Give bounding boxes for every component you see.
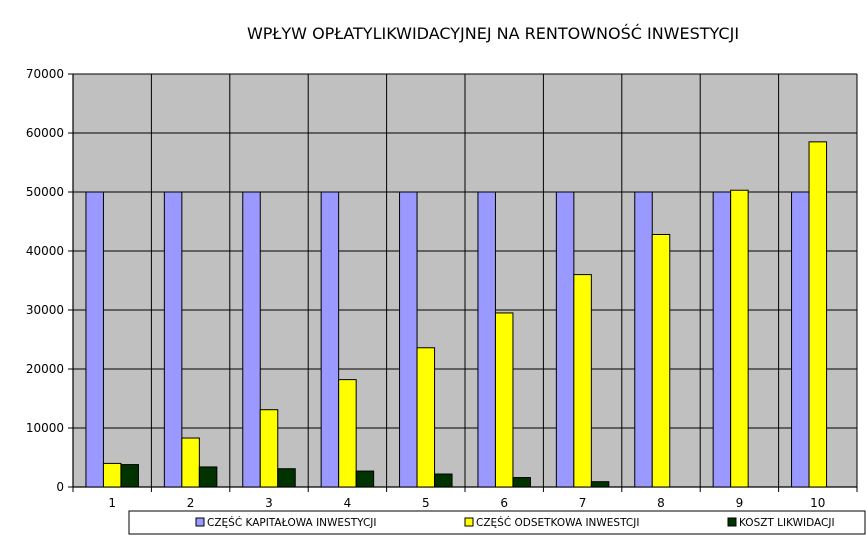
y-tick-label: 0 xyxy=(56,480,64,494)
legend-swatch xyxy=(195,517,205,527)
bar-3-6 xyxy=(512,477,531,488)
bars xyxy=(85,141,828,488)
x-tick-label: 2 xyxy=(187,496,195,510)
bar-1-7 xyxy=(555,191,575,488)
bar-1-8 xyxy=(634,191,653,488)
x-tick-label: 3 xyxy=(265,496,273,510)
bar-1-1 xyxy=(85,191,104,488)
bar-2-6 xyxy=(494,312,514,488)
legend-label: KOSZT LIKWIDACJI xyxy=(739,517,835,529)
legend-label: CZĘŚĆ KAPITAŁOWA INWESTYCJI xyxy=(207,516,377,529)
bar-1-6 xyxy=(477,191,496,488)
bar-3-2 xyxy=(198,466,218,488)
legend-swatch xyxy=(727,517,737,527)
bar-2-3 xyxy=(259,409,279,488)
y-tick-label: 30000 xyxy=(26,303,64,317)
y-tick-label: 40000 xyxy=(26,244,64,258)
bar-3-1 xyxy=(120,464,139,488)
bar-2-8 xyxy=(651,233,671,488)
bar-3-3 xyxy=(277,468,296,488)
y-tick-label: 20000 xyxy=(26,362,64,376)
bar-1-5 xyxy=(399,191,418,488)
x-tick-label: 10 xyxy=(810,496,825,510)
chart-title: WPŁYW OPŁATYLIKWIDACYJNEJ NA RENTOWNOŚĆ … xyxy=(247,24,739,43)
x-tick-label: 5 xyxy=(422,496,430,510)
bar-1-2 xyxy=(163,191,183,488)
x-tick-label: 1 xyxy=(108,496,116,510)
y-tick-label: 50000 xyxy=(26,185,64,199)
bar-1-4 xyxy=(320,191,340,488)
bar-2-2 xyxy=(181,437,200,488)
bar-1-10 xyxy=(791,191,810,488)
bar-1-3 xyxy=(242,191,261,488)
bar-2-9 xyxy=(730,189,749,488)
y-tick-label: 70000 xyxy=(26,67,64,81)
x-tick-label: 7 xyxy=(579,496,587,510)
y-tick-label: 10000 xyxy=(26,421,64,435)
y-tick-label: 60000 xyxy=(26,126,64,140)
bar-2-5 xyxy=(416,347,436,488)
x-tick-label: 4 xyxy=(344,496,352,510)
x-tick-label: 9 xyxy=(736,496,744,510)
legend-label: CZĘŚĆ ODSETKOWA INWESTCJI xyxy=(476,516,639,529)
legend-box xyxy=(128,510,866,535)
bar-3-4 xyxy=(355,470,375,488)
bar-3-7 xyxy=(590,481,610,488)
bar-1-9 xyxy=(712,191,732,488)
x-tick-label: 6 xyxy=(500,496,508,510)
x-tick-label: 8 xyxy=(657,496,665,510)
legend-swatch xyxy=(464,517,474,527)
legend: CZĘŚĆ KAPITAŁOWA INWESTYCJI CZĘŚĆ ODSETKO… xyxy=(128,510,866,535)
bar-2-7 xyxy=(573,274,592,488)
bar-2-1 xyxy=(102,462,122,488)
bar-3-5 xyxy=(434,473,453,488)
bar-2-10 xyxy=(808,141,828,488)
bar-2-4 xyxy=(338,379,357,488)
